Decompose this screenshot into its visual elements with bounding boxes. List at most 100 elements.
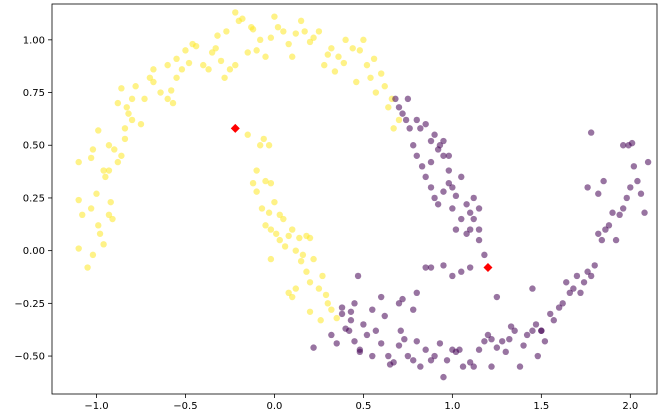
data-point-series-0 [262,222,269,229]
centroid-marker [483,263,493,273]
data-point-series-1 [605,222,613,229]
data-point-series-1 [377,340,385,347]
data-point-series-1 [404,352,412,360]
data-point-series-0 [331,68,339,75]
data-point-series-0 [102,173,109,181]
data-point-series-0 [182,47,189,54]
data-point-series-1 [431,131,438,138]
data-point-series-1 [459,363,467,370]
data-point-series-0 [79,211,86,219]
data-point-series-1 [573,272,581,280]
data-point-series-0 [75,245,82,252]
data-point-series-0 [249,26,257,33]
data-point-series-0 [164,95,171,103]
data-point-series-1 [463,230,470,237]
data-point-series-1 [427,184,435,191]
data-point-series-0 [306,38,314,46]
data-points [75,9,652,381]
data-point-series-0 [95,222,102,229]
data-point-series-0 [244,131,251,138]
data-point-series-0 [297,257,305,265]
data-point-series-0 [89,251,97,259]
y-tick-label: −0.50 [14,352,45,363]
data-point-series-0 [232,61,239,69]
data-point-series-0 [271,198,278,206]
data-point-series-0 [253,188,260,195]
data-point-series-0 [114,99,122,107]
data-point-series-1 [502,348,509,356]
data-point-series-1 [369,352,376,360]
data-point-series-0 [221,74,228,81]
data-point-series-0 [118,85,125,92]
data-point-series-0 [89,146,97,153]
data-point-series-1 [555,304,563,311]
data-point-series-0 [303,268,310,275]
data-point-series-0 [297,17,305,25]
data-point-series-0 [128,116,136,124]
data-point-series-0 [107,198,114,206]
data-point-series-1 [417,363,424,370]
data-point-series-1 [623,194,630,202]
data-point-series-1 [616,211,623,219]
data-point-series-0 [289,226,296,233]
data-point-series-0 [276,211,283,219]
data-point-series-0 [363,61,371,69]
data-point-series-1 [422,173,429,181]
data-point-series-1 [413,116,420,124]
data-point-series-0 [276,236,283,244]
data-point-series-1 [563,279,570,286]
data-point-series-1 [351,338,358,345]
data-point-series-0 [208,49,216,56]
data-point-series-0 [123,104,130,111]
data-point-series-1 [449,184,456,191]
data-point-series-1 [351,300,358,307]
data-point-series-1 [431,194,438,202]
data-point-series-1 [506,335,513,343]
data-point-series-1 [402,116,410,124]
data-point-series-1 [347,308,355,315]
data-point-series-1 [566,289,574,297]
data-point-series-1 [475,205,483,212]
data-point-series-1 [422,346,429,353]
data-point-series-1 [466,359,474,366]
data-point-series-0 [95,127,102,134]
data-point-series-1 [413,338,420,345]
data-point-series-0 [356,47,364,54]
data-point-series-1 [619,205,627,212]
data-point-series-1 [418,163,426,170]
data-point-series-1 [445,179,453,187]
data-point-series-0 [301,28,308,35]
data-point-series-1 [507,323,515,330]
data-point-series-0 [306,234,314,242]
data-point-series-0 [114,158,122,166]
y-axis-ticks: −0.50 −0.25 0.00 0.25 0.50 0.75 1.00 [14,35,52,363]
data-point-series-1 [458,173,465,181]
data-point-series-0 [105,142,113,149]
data-point-series-1 [584,268,591,275]
data-point-series-1 [475,226,483,233]
data-point-series-0 [249,179,257,187]
data-point-series-0 [299,251,307,259]
data-point-series-0 [146,74,154,81]
data-point-series-1 [547,310,554,318]
data-point-series-1 [559,300,566,307]
data-point-series-1 [644,158,652,166]
data-point-series-0 [169,99,177,107]
data-point-series-0 [306,308,314,315]
x-tick-label: 0.0 [266,401,282,412]
data-point-series-1 [475,346,483,353]
data-point-series-1 [641,209,648,216]
data-point-series-0 [121,125,129,132]
data-point-series-0 [258,205,266,212]
data-point-series-1 [598,236,606,244]
data-point-series-1 [609,209,616,216]
data-point-series-0 [322,291,330,299]
data-point-series-0 [310,34,317,41]
data-point-series-0 [200,61,207,69]
data-point-series-0 [296,234,303,242]
data-point-series-0 [256,36,264,44]
data-point-series-1 [587,129,595,136]
data-point-series-0 [223,28,230,35]
data-point-series-0 [205,66,212,73]
x-tick-label: −1.0 [84,401,108,412]
